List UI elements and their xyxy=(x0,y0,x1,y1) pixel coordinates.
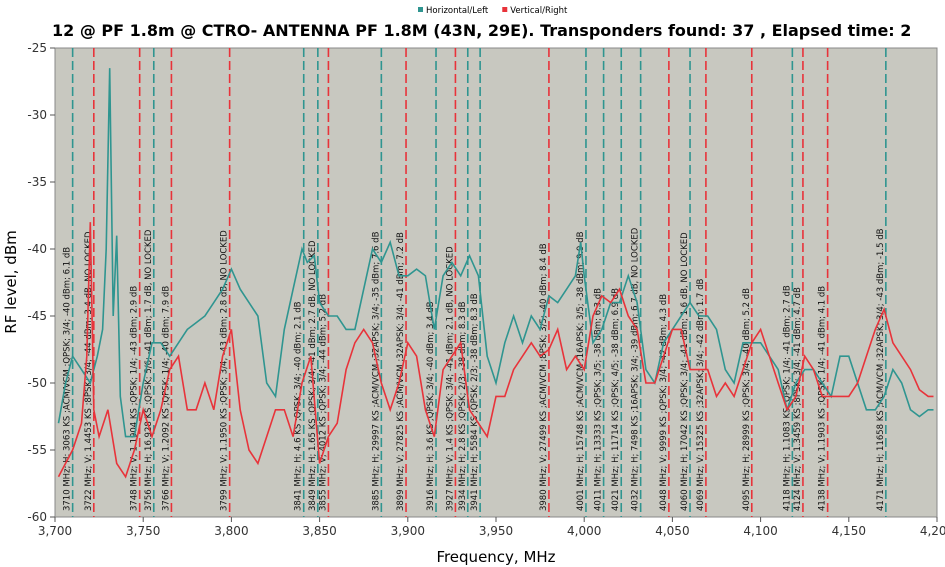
x-axis-label: Frequency, MHz xyxy=(436,548,555,566)
markers: 3710 MHz; H; 3063 KS ;ACM/VCM ;QPSK; 3/4… xyxy=(63,48,887,517)
transponder-label: 4032 MHz; H; 7498 KS ;16APSK; 3/4; -39 d… xyxy=(631,227,641,511)
transponder-label: 3927 MHz; V; 1.4 KS ;QPSK; 3/4; -41 dBm;… xyxy=(445,246,455,511)
legend-swatch xyxy=(418,7,423,12)
transponder-label: 4001 MHz; H; 15748 KS ;ACM/VCM ;16APSK; … xyxy=(576,231,586,511)
x-tick-label: 3,850 xyxy=(302,524,336,538)
lines xyxy=(57,68,934,479)
y-tick-label: -35 xyxy=(27,175,47,189)
y-tick-label: -50 xyxy=(27,376,47,390)
x-tick-label: 3,750 xyxy=(126,524,160,538)
transponder-label: 4069 MHz; V; 15325 KS ;32APSK; 3/4; -42 … xyxy=(696,278,706,511)
transponder-label: 3722 MHz; V; 1.4453 KS ;8PSK; 3/4; -44 d… xyxy=(84,231,94,511)
plot-area xyxy=(54,47,938,518)
transponder-label: 3916 MHz; H; 3.6 KS ;QPSK; 3/4; -40 dBm;… xyxy=(426,301,436,511)
y-tick-label: -55 xyxy=(27,443,47,457)
series-line xyxy=(57,222,934,479)
x-tick-label: 3,900 xyxy=(391,524,425,538)
transponder-label: 4124 MHz; V; 1.3459 KS ;8PSK; 3/4; -41 d… xyxy=(793,287,803,511)
transponder-label: 3855 MHz; V; 4012 KS ;QPSK; 3/4; -44 dBm… xyxy=(318,294,328,511)
transponder-label: 3980 MHz; V; 27499 KS ;ACM/VCM ;8PSK; 3/… xyxy=(539,243,549,511)
y-tick-label: -30 xyxy=(27,108,47,122)
x-tick-label: 4,100 xyxy=(743,524,777,538)
transponder-label: 3766 MHz; V; 1.2092 KS ;QPSK; 1/4; -40 d… xyxy=(161,286,171,511)
chart-title: 12 @ PF 1.8m @ CTRO- ANTENNA PF 1.8M (43… xyxy=(52,21,911,40)
transponder-label: 3710 MHz; H; 3063 KS ;ACM/VCM ;QPSK; 3/4… xyxy=(63,247,73,511)
x-tick-label: 3,800 xyxy=(214,524,248,538)
x-tick-label: 4,150 xyxy=(832,524,866,538)
transponder-label: 4118 MHz; H; 1.1083 KS ;QPSK; 1/4; -41 d… xyxy=(782,285,792,511)
transponder-label: 3941 MHz; H; 5584 KS ;QPSK; 2/3; -38 dBm… xyxy=(470,293,480,511)
legend: Horizontal/Left Vertical/Right xyxy=(418,6,568,16)
y-tick-label: -25 xyxy=(27,41,47,55)
series-line xyxy=(57,68,934,438)
legend-label: Vertical/Right xyxy=(510,6,568,16)
transponder-label: 4011 MHz; H; 13333 KS ;QPSK; 3/5; -38 dB… xyxy=(594,288,604,511)
y-tick-label: -60 xyxy=(27,510,47,524)
transponder-label: 3885 MHz; H; 29997 KS ;ACM/VCM ;32APSK; … xyxy=(371,231,381,511)
transponder-label: 4171 MHz; H; 11658 KS ;ACM/VCM ;32APSK; … xyxy=(876,228,886,511)
y-axis-label: RF level, dBm xyxy=(2,230,20,333)
x-tick-label: 3,950 xyxy=(479,524,513,538)
axes: -25 -30 -35 -40 -45 -50 -55 -603,700 3,750 3,800 3… xyxy=(27,41,945,538)
transponder-label: 3934 MHz; H; 2.8 KS ;QPSK; 2/3; -38 dBm;… xyxy=(458,301,468,511)
x-tick-label: 3,700 xyxy=(38,524,72,538)
x-tick-label: 4,000 xyxy=(567,524,601,538)
transponder-label: 4048 MHz; V; 9999 KS ;QPSK; 3/4; -42 dBm… xyxy=(659,294,669,511)
transponder-label: 3756 MHz; H; 16.928 KS ;QPSK; 5/6; -41 d… xyxy=(144,229,154,511)
transponder-label: 4138 MHz; V; 1.1903 KS ;QPSK; 1/4; -41 d… xyxy=(818,286,828,511)
legend-label: Horizontal/Left xyxy=(426,6,489,16)
transponder-label: 3748 MHz; V; 1.1904 KS ;QPSK; 1/4; -43 d… xyxy=(130,286,140,511)
transponder-label: 4060 MHz; H; 17042 KS ;QPSK; 3/4; -41 dB… xyxy=(680,232,690,511)
transponder-label: 3799 MHz; V; 1.1950 KS ;QPSK; 3/4; -43 d… xyxy=(220,230,230,511)
transponder-label: 4095 MHz; H; 28999 KS ;QPSK; 3/4; -40 dB… xyxy=(742,288,752,511)
legend-swatch xyxy=(502,7,508,12)
transponder-label: 4021 MHz; H; 11714 KS ;QPSK; 4/5; -38 dB… xyxy=(611,288,621,511)
x-tick-label: 4,200 xyxy=(920,524,945,538)
y-tick-label: -40 xyxy=(27,242,47,256)
y-tick-label: -45 xyxy=(27,309,47,323)
x-tick-label: 4,050 xyxy=(655,524,689,538)
